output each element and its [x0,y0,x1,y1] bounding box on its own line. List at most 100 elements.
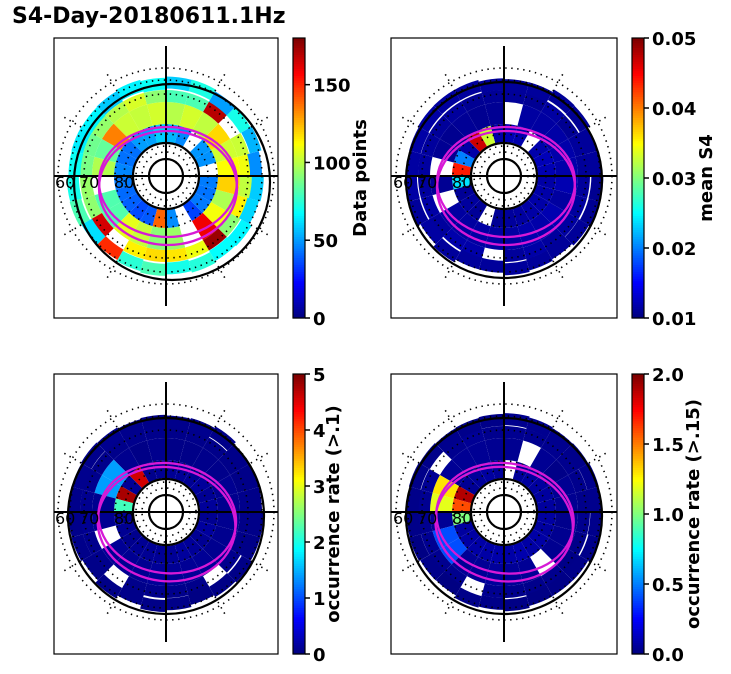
colorbar-band [632,147,644,151]
colorbar-band [293,483,305,487]
colorbar-band [293,257,305,261]
colorbar-tick-label: 0 [313,645,326,666]
colorbar-band [632,313,644,317]
colorbar-band [632,388,644,391]
boundary-circle [72,82,272,282]
radial-tick-label: 80 [452,509,472,528]
colorbar-band [632,553,644,557]
sector-cells [406,413,603,612]
colorbar-band [293,418,305,422]
colorbar-band [632,52,644,55]
data-cell [198,498,218,512]
colorbar-band [293,140,305,144]
data-cell [408,462,430,490]
colorbar-band [293,581,305,585]
colorbar-band [632,38,644,41]
colorbar: 0 50 100 150 Data points [292,37,371,330]
data-cell [420,531,440,555]
colorbar-band [632,117,644,121]
colorbar-band [632,626,644,629]
colorbar-band [632,47,644,51]
colorbar-band [632,101,644,104]
colorbar-band [632,145,644,149]
colorbar-band [632,607,644,611]
colorbar-band [632,150,644,153]
colorbar-tick-label: 1.0 [652,505,684,526]
colorbar-band [293,271,305,275]
colorbar-band [632,287,644,291]
colorbar: 0 1 2 3 4 5 occurrence rate (>.1) [292,365,344,666]
colorbar-band [293,292,305,296]
colorbar-band [632,273,644,277]
colorbar-band [632,283,644,286]
colorbar-band [632,201,644,205]
data-cell [504,544,518,564]
colorbar-band [293,549,305,552]
colorbar-band [293,383,305,387]
colorbar-tick-label: 0 [313,309,326,330]
colorbar-band [293,40,305,44]
colorbar-band [293,171,305,174]
data-cell [120,193,142,213]
colorbar-band [632,119,644,123]
colorbar-band [293,635,305,639]
colorbar-tick-label: 100 [313,153,351,174]
colorbar-band [293,262,305,265]
colorbar-band [632,432,644,436]
colorbar-band [632,171,644,174]
colorbar-band [632,476,644,480]
colorbar-band [632,479,644,482]
colorbar-band [632,577,644,580]
data-cell [523,428,547,448]
data-cell [452,176,472,190]
colorbar-band [632,383,644,387]
colorbar-band [632,182,644,186]
data-cell [211,475,238,499]
data-cell [419,442,444,470]
radial-tick-label: 70 [417,173,437,192]
colorbar-band [632,493,644,496]
data-cell [454,80,482,101]
colorbar-band [293,558,305,562]
colorbar-band [632,241,644,244]
colorbar-band [293,500,305,503]
colorbar-tick-label: 0.01 [652,309,696,330]
data-cell [504,124,518,144]
colorbar-band [293,537,305,541]
data-cell [96,91,123,116]
colorbar-band [293,238,305,242]
colorbar-band [632,458,644,461]
colorbar-band [632,154,644,158]
data-cell [166,208,180,228]
colorbar-band [293,143,305,146]
colorbar-band [293,439,305,443]
colorbar-band [632,651,644,655]
colorbar-band [632,178,644,181]
colorbar-band [632,40,644,44]
colorbar-band [632,441,644,445]
colorbar-band [293,206,305,209]
data-cell [82,531,102,555]
axes-frame [390,37,618,319]
colorbar-band [293,229,305,233]
colorbar-band [632,404,644,408]
data-cell [185,428,209,448]
colorbar-band [632,385,644,389]
colorbar-band [293,591,305,594]
data-cell [568,469,588,493]
data-cell [195,520,217,538]
colorbar-band [293,203,305,207]
radial-tick-label: 60 [393,509,413,528]
colorbar-band [293,108,305,111]
data-cell [195,150,217,168]
colorbar-band [293,577,305,580]
colorbar-band [632,110,644,114]
data-cell [227,219,252,247]
data-cell [166,438,186,462]
colorbar-band [632,567,644,571]
colorbar-band [632,271,644,275]
colorbar-band [293,528,305,531]
data-cell [203,101,227,124]
colorbar-band [293,509,305,513]
colorbar-band [293,175,305,179]
